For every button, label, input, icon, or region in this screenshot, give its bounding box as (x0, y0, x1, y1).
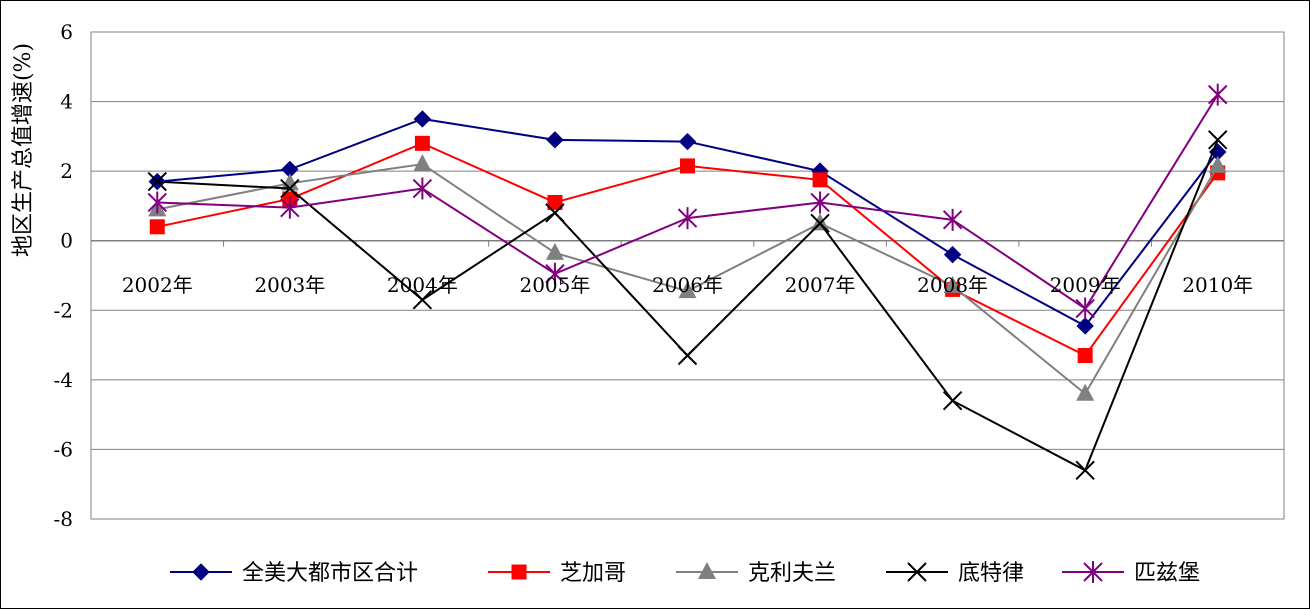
x-tick-label: 2010年 (1182, 273, 1253, 297)
data-point (545, 203, 565, 223)
y-axis-label: 地区生产总值增速(%) (11, 43, 36, 257)
data-point (942, 391, 963, 411)
legend-label: 全美大都市区合计 (242, 561, 418, 586)
data-point (280, 178, 300, 199)
data-point (942, 208, 963, 231)
y-tick-label: -2 (54, 298, 73, 322)
data-point (1208, 130, 1228, 150)
data-point (414, 135, 430, 151)
data-point (677, 207, 698, 230)
series-2 (148, 154, 1227, 401)
legend-item: 匹兹堡 (1062, 561, 1200, 586)
x-tick-label: 2004年 (387, 273, 458, 297)
data-point (677, 345, 698, 366)
y-tick-label: -4 (54, 368, 73, 392)
data-point (1077, 348, 1093, 364)
x-tick-label: 2005年 (519, 273, 590, 297)
data-point (678, 281, 697, 299)
data-point (413, 154, 432, 172)
x-tick-label: 2009年 (1050, 273, 1121, 297)
data-point (412, 177, 433, 200)
x-tick-labels: 2002年 2003年 2004年 2005年 2006年 2007年 2008年 2009年… (122, 273, 1253, 297)
data-point (907, 562, 927, 582)
data-point (812, 172, 828, 188)
data-point (547, 194, 563, 210)
legend-label: 芝加哥 (560, 561, 626, 586)
y-tick-label: 4 (60, 90, 73, 114)
x-tick-label: 2006年 (652, 273, 723, 297)
x-axis (90, 239, 1285, 247)
data-point (810, 191, 830, 214)
series-line (157, 142, 1219, 357)
data-point (698, 562, 716, 579)
data-point (811, 213, 830, 231)
series-4 (147, 83, 1228, 320)
data-point (1208, 83, 1228, 106)
data-point (280, 196, 300, 219)
y-tick-label: -8 (54, 507, 73, 531)
data-point (147, 171, 167, 192)
data-point (680, 158, 695, 174)
legend-label: 底特律 (958, 561, 1024, 586)
data-point (1083, 561, 1103, 583)
data-point (413, 110, 432, 128)
y-tick-label: -6 (54, 437, 73, 461)
legend-item: 芝加哥 (488, 561, 626, 586)
data-point (943, 275, 962, 293)
data-point (511, 564, 527, 580)
y-tick-label: 6 (60, 20, 73, 44)
legend-label: 匹兹堡 (1134, 561, 1200, 586)
data-point (1076, 383, 1095, 401)
data-point (280, 173, 299, 191)
legend: 全美大都市区合计 芝加哥 克利夫兰 底特律 匹兹堡 (170, 561, 1200, 586)
x-tick-label: 2007年 (785, 273, 856, 297)
series-3 (147, 130, 1228, 481)
data-point (545, 242, 564, 260)
data-point (147, 191, 167, 214)
x-tick-label: 2002年 (122, 273, 193, 297)
series-line (157, 139, 1219, 472)
legend-item: 全美大都市区合计 (170, 561, 418, 586)
data-point (943, 245, 962, 264)
data-point (192, 563, 210, 581)
data-point (810, 213, 830, 234)
y-tick-label: 0 (60, 229, 73, 253)
legend-item: 克利夫兰 (676, 561, 836, 586)
data-point (678, 132, 697, 151)
data-point (149, 219, 165, 235)
x-tick-label: 2003年 (254, 273, 325, 297)
data-point (1208, 155, 1227, 173)
x-tick-label: 2008年 (917, 273, 988, 297)
data-point (545, 262, 565, 285)
series-group (147, 83, 1228, 481)
legend-label: 克利夫兰 (748, 561, 836, 586)
data-point (1075, 297, 1095, 320)
legend-item: 底特律 (886, 561, 1024, 586)
y-tick-label: 2 (60, 159, 73, 183)
data-point (412, 290, 433, 310)
data-point (546, 131, 564, 149)
data-point (1076, 317, 1094, 335)
y-tick-labels: 6 4 2 0 -2 -4 -6 -8 (54, 20, 73, 531)
series-1 (149, 135, 1226, 364)
data-point (1075, 460, 1095, 481)
